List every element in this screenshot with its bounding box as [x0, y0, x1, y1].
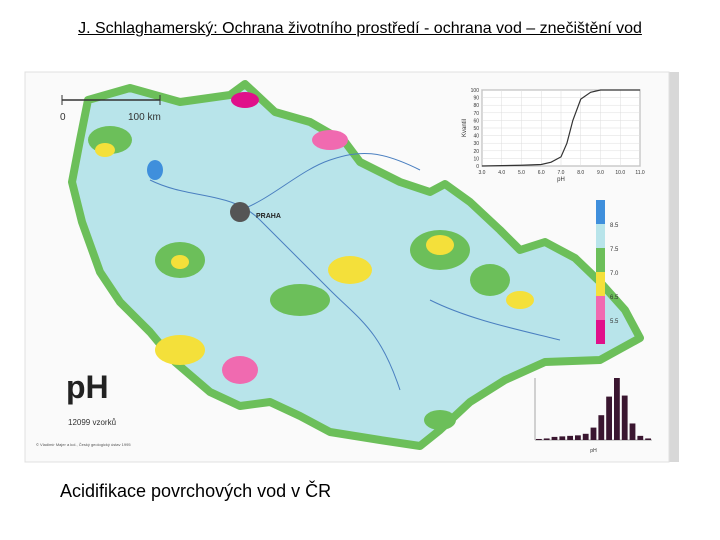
patch	[270, 284, 330, 316]
y-tick-label: 80	[473, 103, 479, 109]
patch	[424, 410, 456, 430]
x-tick-label: 10.0	[615, 170, 625, 176]
histogram-chart: pH	[534, 378, 652, 454]
legend-swatch	[596, 296, 605, 320]
y-tick-label: 50	[473, 126, 479, 132]
x-tick-label: 3.0	[479, 170, 486, 176]
y-tick-label: 30	[473, 141, 479, 147]
bar	[575, 435, 581, 440]
x-tick-label: 9.0	[597, 170, 604, 176]
x-axis-label: pH	[590, 448, 597, 454]
bar	[645, 438, 651, 440]
x-tick-label: 7.0	[558, 170, 565, 176]
bar	[536, 438, 542, 440]
slide-title: J. Schlaghamerský: Ochrana životního pro…	[78, 20, 642, 37]
x-tick-label: 6.0	[538, 170, 545, 176]
y-tick-label: 60	[473, 118, 479, 124]
y-tick-label: 70	[473, 111, 479, 117]
bar	[621, 395, 628, 440]
map-title: pH	[66, 369, 109, 405]
bar	[567, 435, 573, 440]
caption: Acidifikace povrchových vod v ČR	[60, 481, 332, 501]
legend-swatch	[596, 248, 605, 272]
legend-swatch	[596, 320, 605, 344]
city-area	[230, 202, 250, 222]
rivers	[149, 152, 561, 391]
patch	[426, 235, 454, 255]
bar	[590, 427, 597, 440]
legend-label: 6.5	[610, 295, 619, 301]
legend-swatch	[596, 224, 605, 248]
lake	[147, 160, 163, 180]
x-axis-label: pH	[557, 177, 565, 183]
y-axis-label: Kvantil	[462, 119, 468, 137]
bar	[637, 435, 644, 440]
x-tick-label: 8.0	[577, 170, 584, 176]
bar	[598, 415, 605, 440]
x-tick-label: 5.0	[518, 170, 525, 176]
patch	[155, 335, 205, 365]
y-tick-label: 10	[473, 156, 479, 162]
legend: 8.5 7.5 7.0 6.5 5.5	[596, 200, 619, 344]
legend-label: 7.0	[610, 271, 619, 277]
scale-label: 100 km	[128, 112, 161, 123]
patch	[312, 130, 348, 150]
patch	[171, 255, 189, 269]
y-tick-label: 100	[471, 88, 480, 94]
legend-label: 5.5	[610, 319, 619, 325]
patch	[222, 356, 258, 384]
shadow	[667, 72, 679, 462]
patch	[328, 256, 372, 284]
y-tick-label: 40	[473, 134, 479, 140]
bar	[543, 438, 550, 440]
river	[429, 299, 561, 341]
legend-label: 7.5	[610, 247, 619, 253]
bar	[614, 378, 620, 440]
sample-count: 12099 vzorků	[68, 418, 116, 427]
y-tick-label: 90	[473, 96, 479, 102]
patch	[506, 291, 534, 309]
river	[239, 152, 421, 211]
bar	[606, 396, 612, 440]
bar	[551, 436, 558, 440]
x-tick-label: 4.0	[498, 170, 505, 176]
bar	[559, 436, 566, 440]
scale-label: 0	[60, 112, 66, 123]
bar	[629, 423, 636, 440]
patch	[470, 264, 510, 296]
legend-swatch	[596, 200, 605, 224]
legend-swatch	[596, 272, 605, 296]
x-tick-label: 11.0	[635, 170, 645, 176]
legend-label: 8.5	[610, 223, 619, 229]
bar	[582, 433, 589, 440]
credit: © Vladimír Majer a kol., Český geologick…	[36, 442, 131, 447]
y-tick-label: 0	[476, 164, 479, 170]
y-tick-label: 20	[473, 149, 479, 155]
curve	[481, 89, 640, 167]
river	[149, 179, 401, 391]
ph-patches	[88, 92, 534, 430]
city-label: PRAHA	[256, 213, 281, 220]
patch	[95, 143, 115, 157]
patch	[231, 92, 259, 108]
